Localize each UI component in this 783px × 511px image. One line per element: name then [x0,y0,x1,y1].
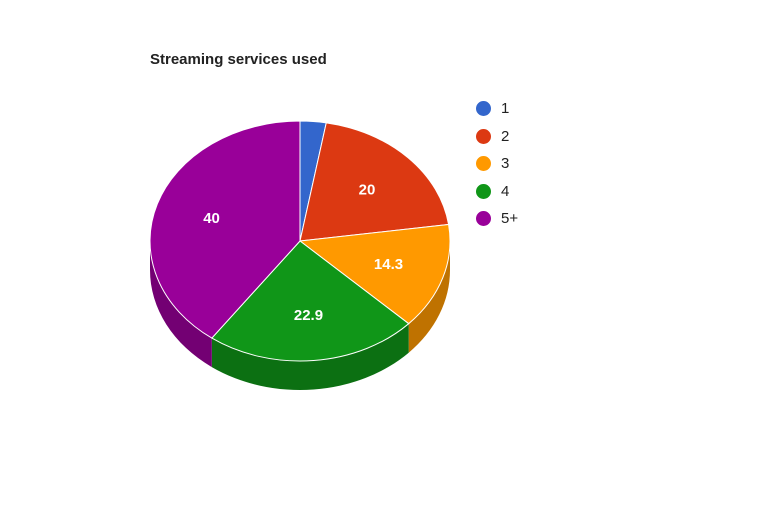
legend-swatch-2 [476,128,491,144]
legend-swatch-4 [476,183,491,199]
legend-item-1[interactable]: 1 [476,95,518,123]
legend-item-5[interactable]: 5+ [476,205,518,233]
pie-side-3 [408,241,450,353]
legend-label-2: 2 [501,127,510,145]
data-label-2: 20 [359,181,376,198]
pie-slice-4[interactable] [211,240,410,362]
chart-title: Streaming services used [150,51,327,68]
pie-slice-3[interactable] [298,223,451,325]
legend-item-3[interactable]: 3 [476,150,518,178]
pie-slice-5plus[interactable] [149,120,301,339]
data-label-3: 14.3 [374,256,403,273]
pie-side-4 [211,323,409,390]
legend-swatch-1 [476,101,491,117]
legend-swatch-5 [476,211,491,227]
pie-side-5plus [150,241,212,368]
legend-label-5: 5+ [501,210,519,228]
legend-item-4[interactable]: 4 [476,178,518,206]
data-label-5plus: 40 [203,210,220,227]
legend: 1 2 3 4 5+ [476,95,518,233]
legend-swatch-3 [476,156,491,172]
legend-label-1: 1 [501,100,510,118]
data-label-4: 22.9 [294,307,323,324]
legend-label-3: 3 [501,155,510,173]
legend-label-4: 4 [501,182,510,200]
pie-slice-2[interactable] [299,122,450,242]
legend-item-2[interactable]: 2 [476,123,518,151]
